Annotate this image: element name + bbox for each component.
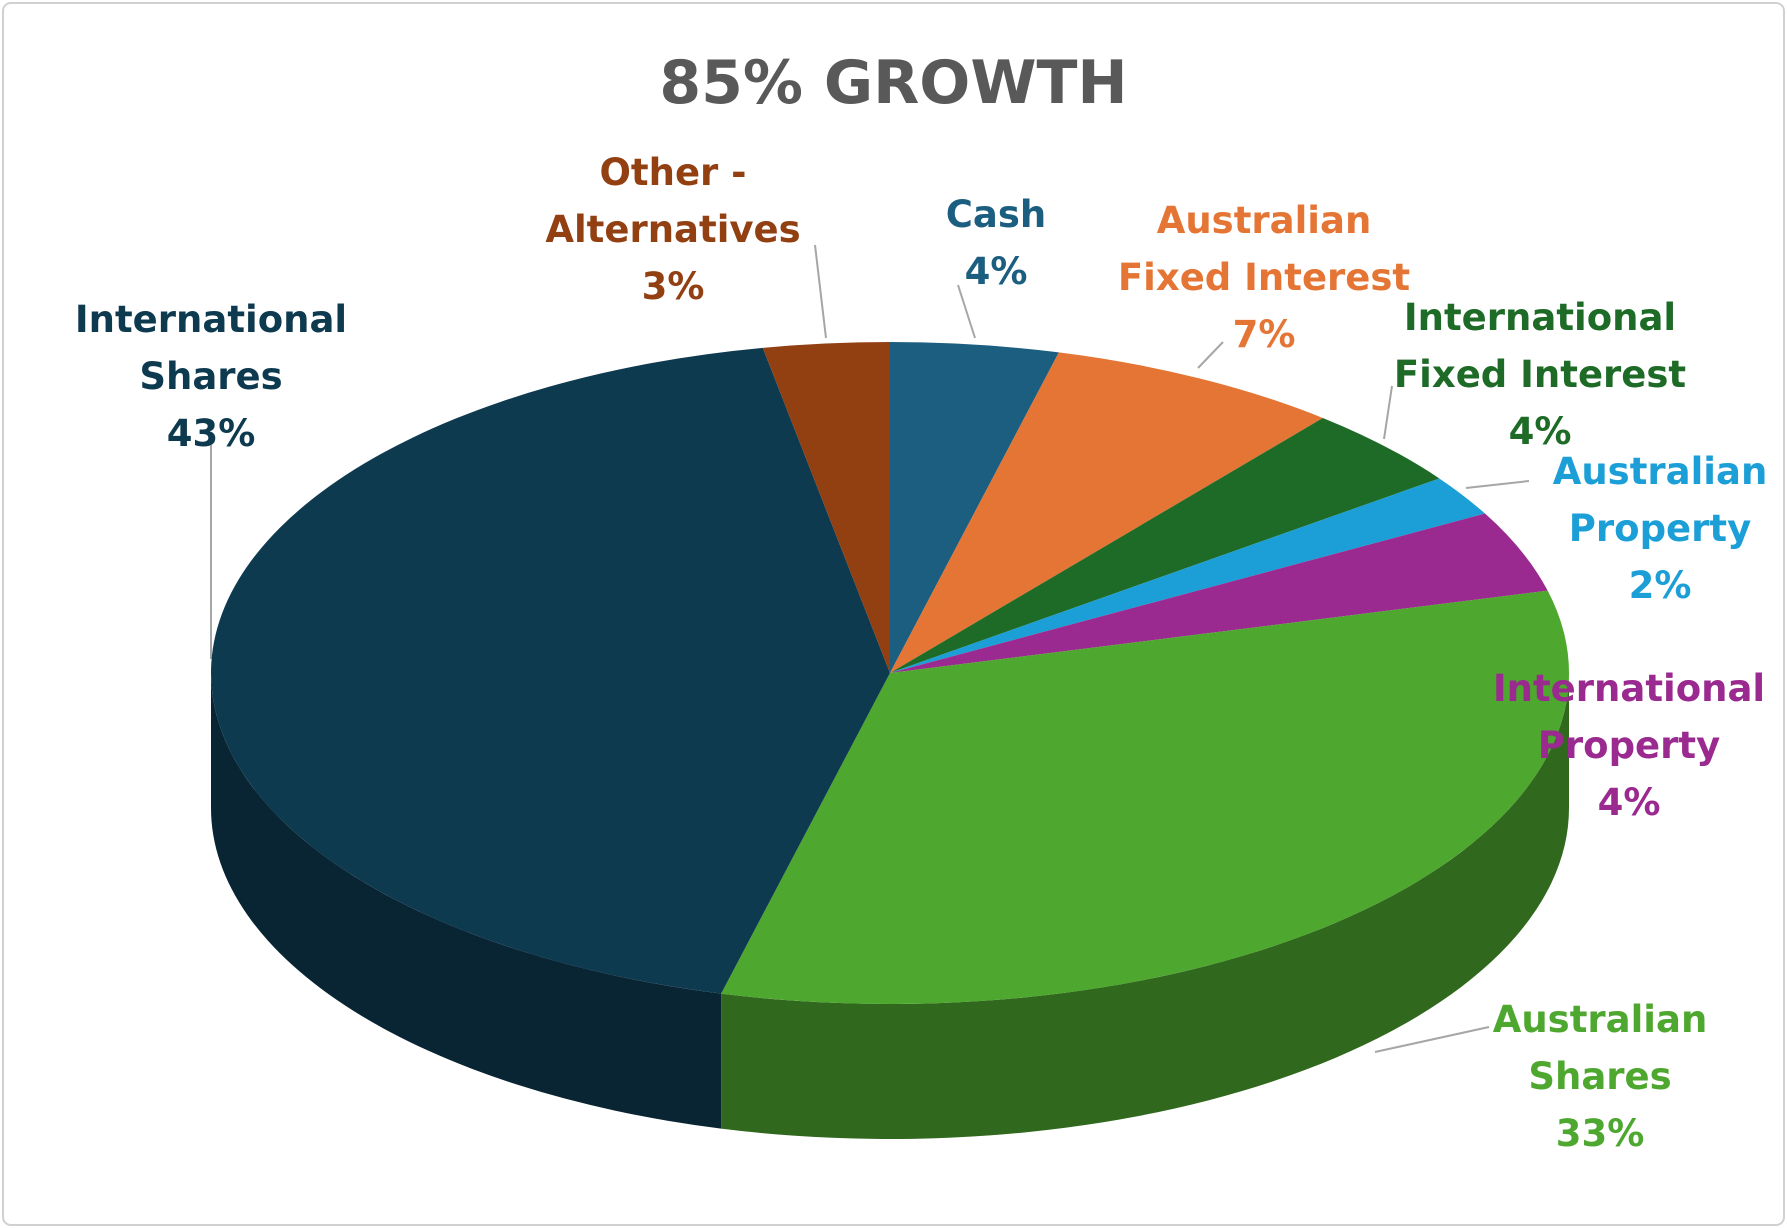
data-label: International Shares 43% — [75, 291, 347, 462]
value-label: 2% — [1628, 564, 1692, 607]
leader-line — [1383, 385, 1393, 440]
slice-side — [721, 673, 1569, 1140]
data-label: Australian Property 2% — [1553, 443, 1768, 614]
slice — [210, 347, 890, 994]
leader-line — [814, 244, 827, 339]
value-label: 7% — [1232, 313, 1296, 356]
slice — [721, 590, 1569, 1005]
value-label: 4% — [964, 250, 1028, 293]
leader-line — [1374, 1026, 1490, 1053]
category-label: Other - Alternatives — [545, 151, 801, 251]
slice-side — [211, 673, 722, 1129]
category-label: Australian Fixed Interest — [1117, 199, 1411, 299]
data-label: Australian Fixed Interest 7% — [1118, 192, 1410, 363]
value-label: 43% — [166, 412, 256, 455]
data-label: Australian Shares 33% — [1493, 991, 1708, 1162]
pie — [210, 342, 1569, 1140]
value-label: 3% — [641, 265, 705, 308]
slice — [890, 352, 1323, 673]
data-label: Cash 4% — [946, 186, 1047, 300]
slice — [890, 342, 1059, 673]
data-label: International Fixed Interest 4% — [1394, 289, 1686, 460]
pie-tops — [210, 342, 1569, 1005]
slice — [890, 513, 1548, 673]
category-label: Australian Shares — [1492, 998, 1708, 1098]
category-label: Cash — [945, 193, 1047, 236]
data-label: Other - Alternatives 3% — [545, 144, 800, 315]
pie-sides — [211, 673, 1569, 1140]
leader-lines — [210, 244, 1530, 1053]
category-label: International Fixed Interest — [1393, 296, 1687, 396]
chart-title: 85% GROWTH — [659, 48, 1128, 118]
category-label: International Property — [1492, 667, 1766, 767]
leader-line — [1465, 480, 1530, 489]
data-label: International Property 4% — [1493, 660, 1765, 831]
leader-line — [957, 284, 976, 339]
value-label: 4% — [1508, 410, 1572, 453]
value-label: 4% — [1597, 781, 1661, 824]
category-label: Australian Property — [1552, 450, 1768, 550]
value-label: 33% — [1555, 1112, 1645, 1155]
slice — [890, 478, 1486, 673]
slice — [762, 342, 890, 673]
leader-line — [1197, 341, 1224, 369]
slice — [890, 417, 1440, 673]
category-label: International Shares — [74, 298, 348, 398]
